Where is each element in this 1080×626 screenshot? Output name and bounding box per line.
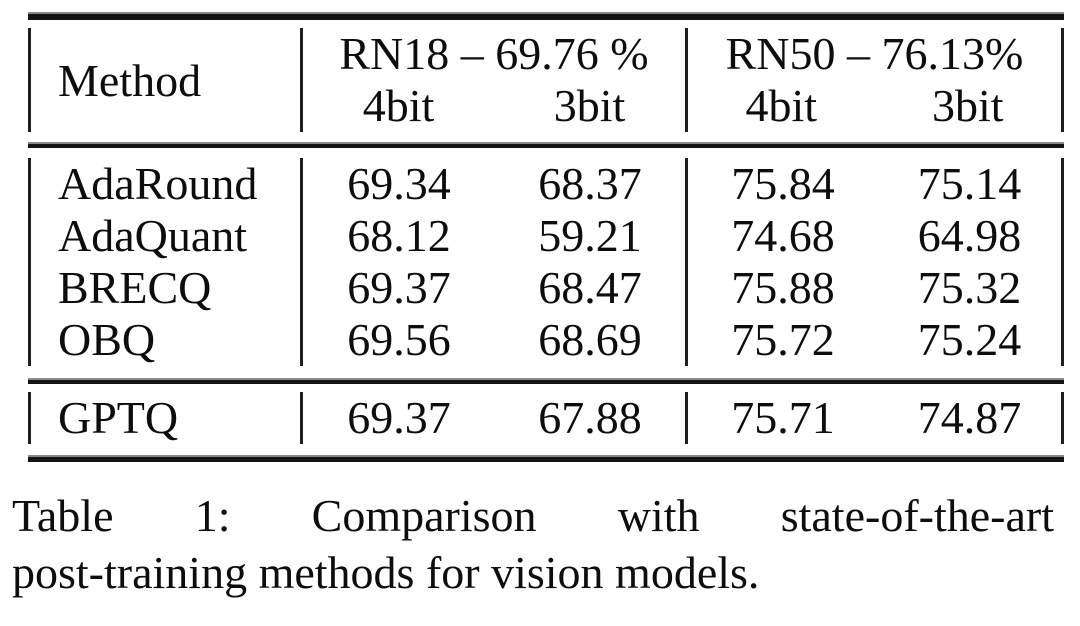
value-cell: 69.37 [347,262,451,313]
header-separator-rule [28,142,1064,148]
method-cell-gptq: GPTQ [28,392,303,444]
group-label-rn18: RN18 – 69.76 % [339,28,649,79]
table-caption: Table 1: Comparison with state-of-the-ar… [12,487,1054,601]
value-cell: 68.47 [495,262,688,314]
value-cell: 68.69 [495,314,688,366]
value-cell: 75.88 [731,262,835,313]
column-header-method: Method [28,28,303,132]
method-cell-brecq: BRECQ [28,262,303,314]
value-cell: 75.71 [731,392,835,443]
value-cell: 64.98 [878,210,1064,262]
value-cell: 75.72 [731,314,835,365]
subcolumn-rn50-3bit: 3bit [931,80,1004,131]
value-cell: 74.68 [731,210,835,261]
gptq-separator-rule [28,378,1064,384]
value-cell: 68.12 [347,210,451,261]
value-cell: 74.87 [878,392,1064,444]
method-header-label: Method [58,54,202,106]
subcolumn-rn18-4bit: 4bit [362,80,435,131]
table-top-rule [28,12,1064,20]
value-cell: 68.37 [495,158,688,210]
group-label-rn50: RN50 – 76.13% [725,28,1024,79]
caption-line-2: post-training methods for vision models. [12,547,760,598]
caption-line-1: Table 1: Comparison with state-of-the-ar… [12,490,1054,541]
value-cell: 69.37 [347,392,451,443]
value-cell: 75.14 [878,158,1064,210]
value-cell: 75.84 [731,158,835,209]
subcolumn-rn50-4bit: 4bit [745,80,818,131]
value-cell: 69.56 [347,314,451,365]
value-cell: 75.24 [878,314,1064,366]
column-group-rn18: RN18 – 69.76 % 4bit 3bit [303,28,688,132]
table-body: AdaRound 69.34 68.37 75.84 75.14 AdaQuan… [28,148,1064,378]
method-cell-obq: OBQ [28,314,303,366]
value-cell: 75.32 [878,262,1064,314]
method-cell-adaround: AdaRound [28,158,303,210]
value-cell: 67.88 [495,392,688,444]
value-cell: 59.21 [495,210,688,262]
results-table: Method RN18 – 69.76 % 4bit 3bit RN50 – 7… [28,12,1064,462]
value-cell: 69.34 [347,158,451,209]
column-group-rn50: RN50 – 76.13% 4bit 3bit [688,28,1064,132]
subheader-row-rn50: 4bit 3bit [688,80,1061,132]
table-header: Method RN18 – 69.76 % 4bit 3bit RN50 – 7… [28,20,1064,142]
table-bottom-rule [28,455,1064,462]
subheader-row-rn18: 4bit 3bit [303,80,685,132]
method-cell-adaquant: AdaQuant [28,210,303,262]
subcolumn-rn18-3bit: 3bit [553,80,626,131]
table-footer-row: GPTQ 69.37 67.88 75.71 74.87 [28,384,1064,455]
